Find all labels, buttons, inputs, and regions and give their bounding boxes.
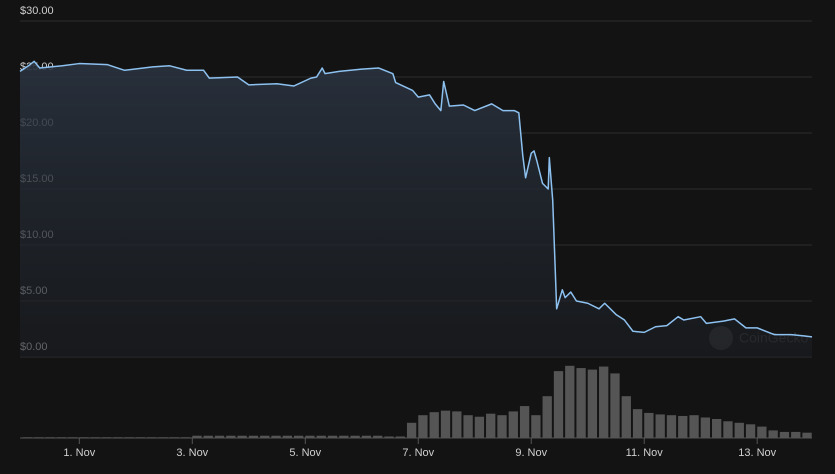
volume-bar [327,435,338,438]
price-line [19,60,813,338]
x-tick-label: 1. Nov [63,447,95,459]
x-tick-label: 7. Nov [402,447,434,459]
x-tick-label: 5. Nov [289,447,321,459]
volume-bar [305,435,315,438]
volume-bar [361,435,372,438]
volume-bar [226,435,236,438]
x-tick-label: 9. Nov [515,447,547,459]
x-tick-label: 13. Nov [738,447,776,459]
volume-bar [779,431,790,438]
volume-bar [587,369,598,438]
volume-bar [565,365,575,438]
volume-bar [689,415,699,438]
volume-bar [610,373,620,438]
volume-bar [678,415,688,438]
volume-bar [531,415,541,438]
volume-bar [486,413,496,438]
volume-bar [418,415,428,438]
volume-bar [553,371,564,438]
volume-bar [508,411,518,438]
volume-bar [519,406,530,438]
volume-bar [576,368,586,438]
volume-bar [429,412,439,438]
volume-bar [350,435,360,438]
volume-bar [745,424,756,438]
volume-bar [203,435,213,438]
volume-bar [248,435,259,438]
volume-bar [599,366,609,438]
volume-bar [655,414,665,438]
volume-bar [293,435,304,438]
volume-bar [373,435,383,438]
volume-bar [452,411,462,438]
y-tick-label: $30.00 [20,5,54,17]
volume-bar [802,432,812,438]
volume-bar [282,435,292,438]
volume-bar [734,422,744,438]
volume-bar [542,396,552,438]
area [20,61,812,357]
volume-bar [260,435,270,438]
volume-bar [757,426,767,438]
volume-bar [700,417,711,438]
volume-bar [723,421,733,438]
volume-bar [768,430,778,438]
volume-bar [395,436,405,438]
x-tick-label: 3. Nov [176,447,208,459]
volume-bar [192,435,202,438]
volume-bar [644,412,654,438]
volume-bar [339,435,349,438]
volume-bar [632,409,643,438]
volume-bar [237,435,247,438]
x-tick-label: 11. Nov [626,447,664,459]
volume-bar [463,415,473,438]
volume-bar [621,396,631,438]
volume-bar [791,431,801,438]
volume-bar [316,435,326,438]
volume-bar [474,416,485,438]
volume-bar [666,415,677,438]
volume-bar [440,410,451,438]
volume-bar [406,422,417,438]
volume-bar [214,435,225,438]
volume-bar [712,419,722,438]
volume-bar [384,436,394,438]
volume-bar [271,435,281,438]
volume-bar [497,415,507,438]
